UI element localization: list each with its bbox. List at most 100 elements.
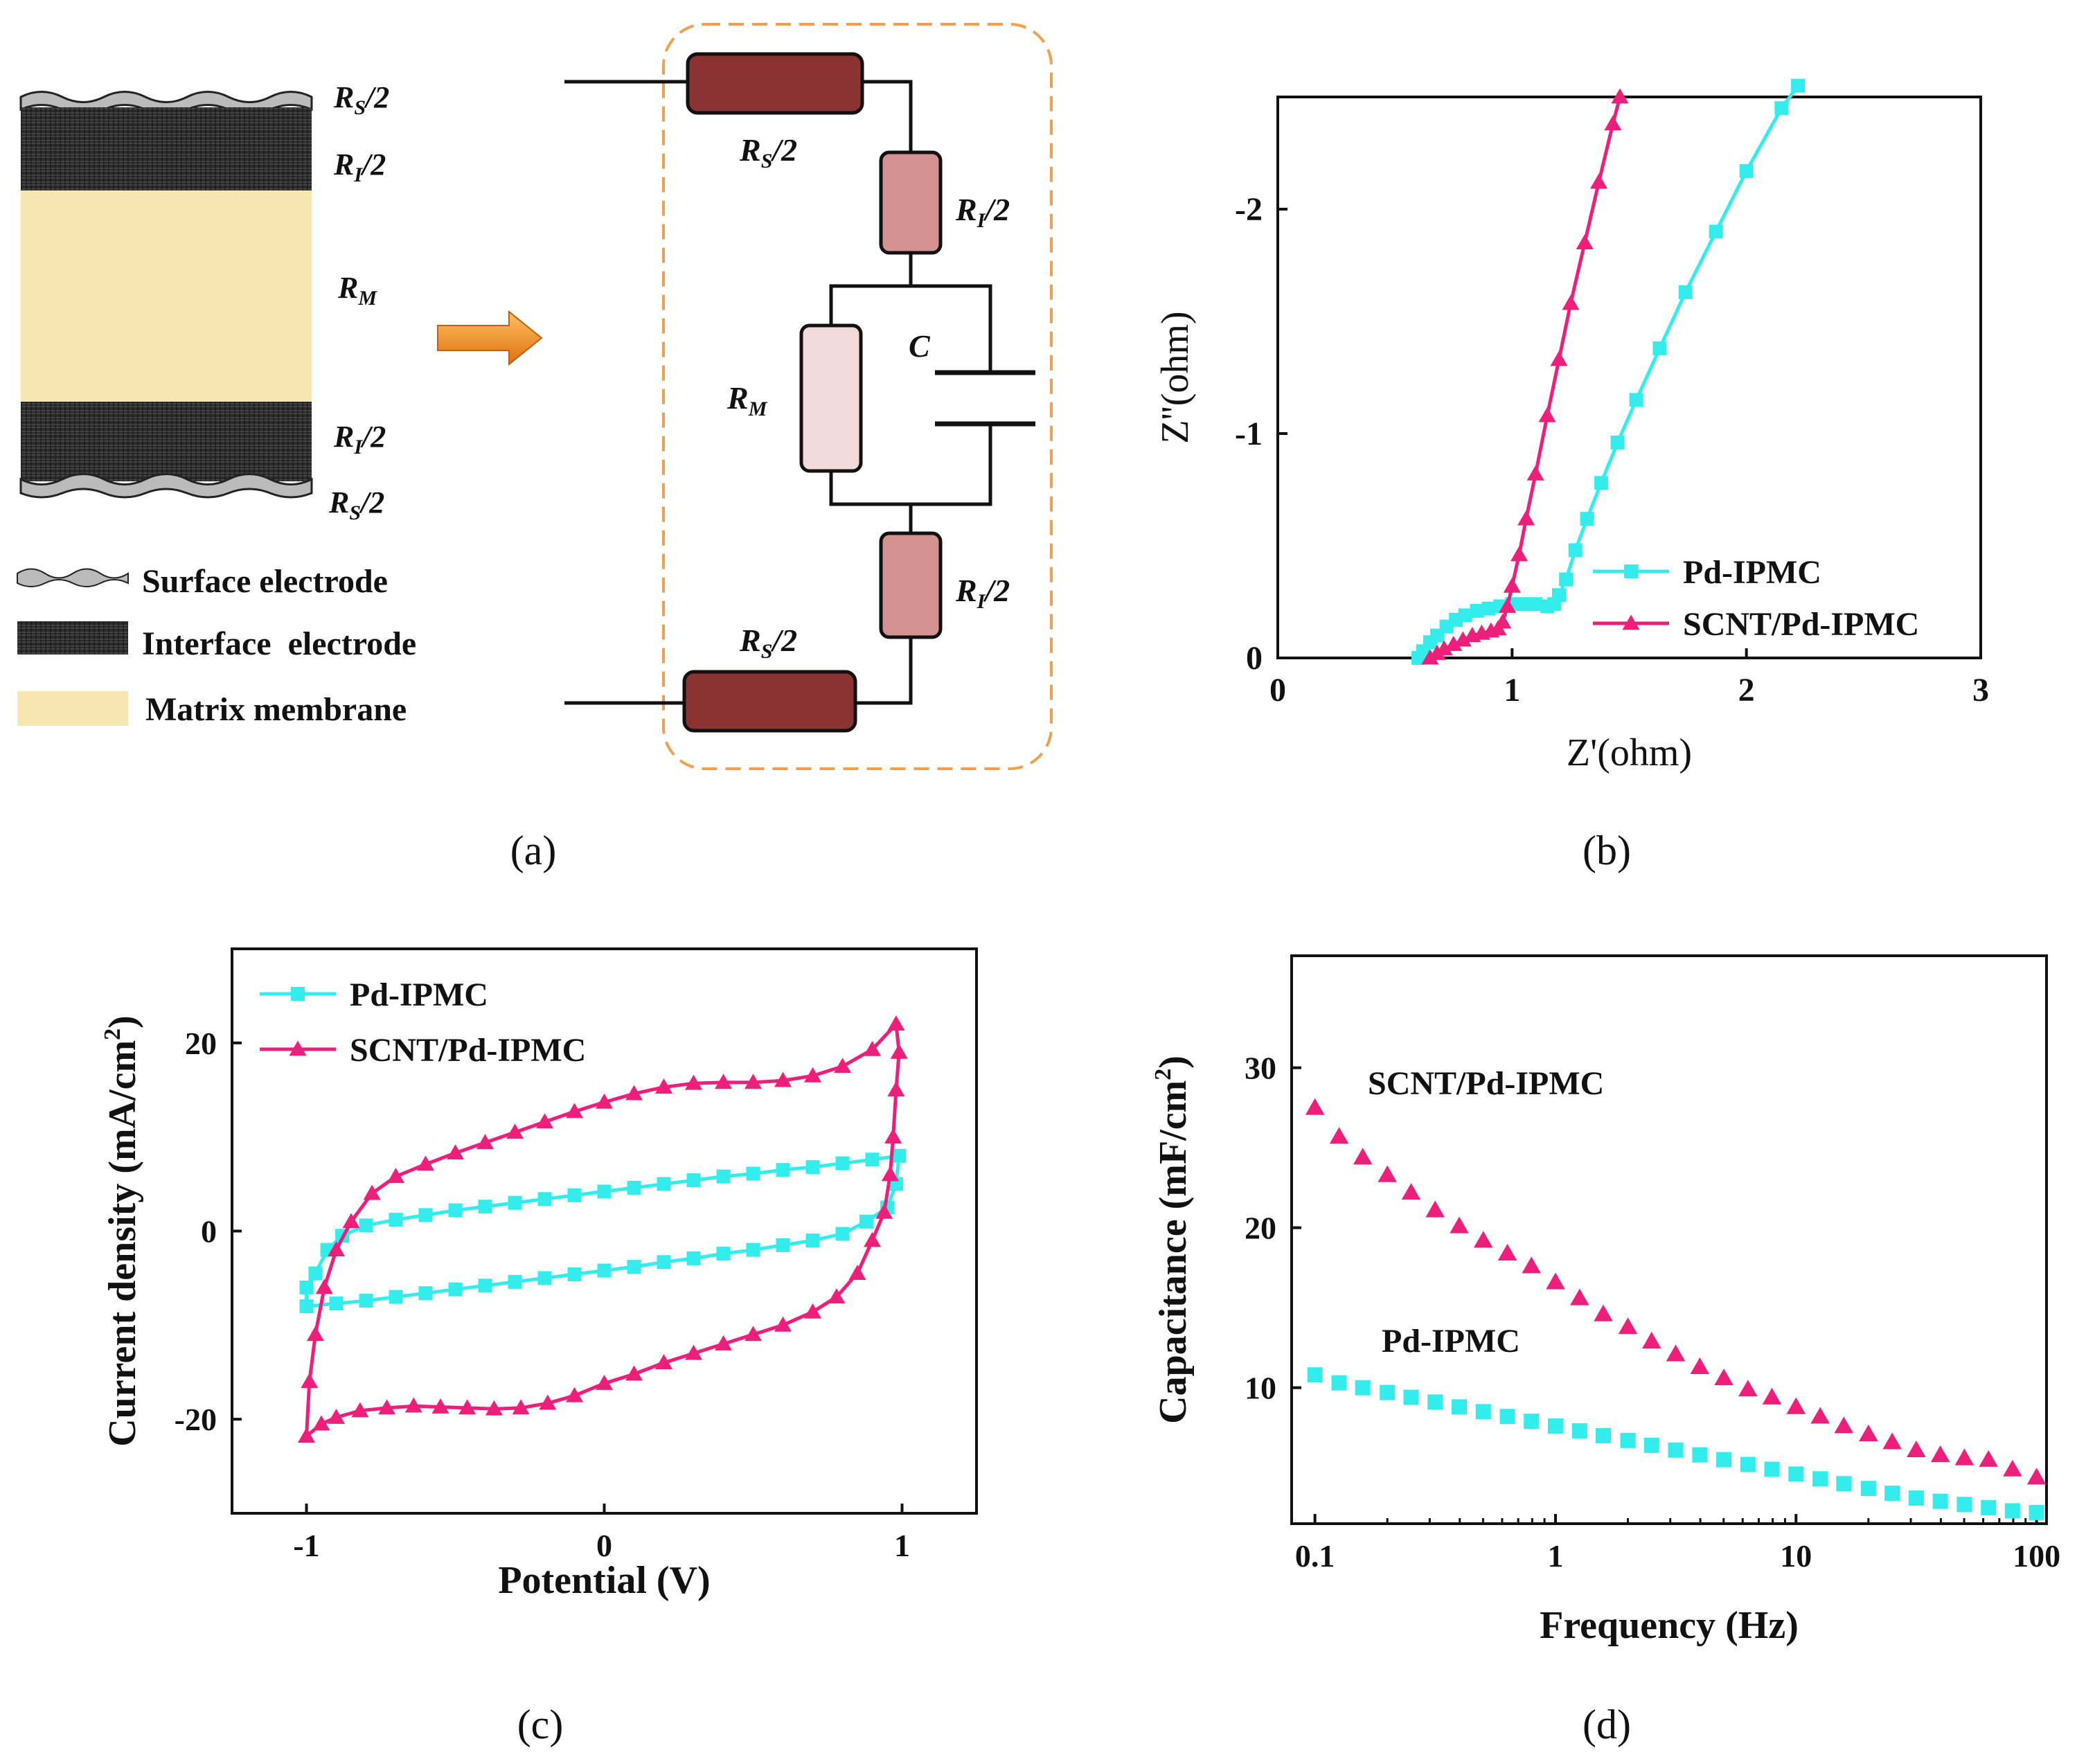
data-point [848,1265,866,1280]
data-point [2029,1504,2044,1520]
legend-marker [291,987,305,1001]
series-line [1429,96,1622,660]
data-point [1452,1399,1468,1415]
data-point [301,1373,319,1389]
data-point [597,1263,612,1278]
wire-top [862,80,913,152]
data-point [625,1365,643,1381]
data-point [1305,1098,1325,1115]
y-tick-label-b: -1 [1235,416,1263,452]
data-point [716,1169,731,1184]
circuit-label-ri-bottom: RI/2 [955,573,1010,613]
data-point [828,1288,846,1303]
data-point [746,1242,760,1257]
legend-marker [1624,564,1638,578]
wire-mid-bottom [829,422,992,533]
data-point [478,1279,492,1293]
label-ri-top: RI/2 [333,148,386,186]
data-point [1981,1499,1997,1515]
data-point [299,1299,314,1314]
wire-bottom [855,637,913,705]
right-arrow-icon [437,310,543,366]
data-point [1526,465,1544,481]
y-tick-label-c: -20 [175,1402,217,1437]
data-point [657,1255,671,1269]
data-point [378,1399,396,1415]
x-tick-label-b: 2 [1738,672,1755,709]
data-point [686,1173,701,1188]
x-tick-label-b: 0 [1269,672,1286,709]
y-axis-label-b: Z''(ohm) [1154,311,1197,443]
data-point [746,1166,760,1181]
y-tick-label-b: 0 [1246,640,1263,677]
data-point [657,1177,671,1191]
data-point [1307,1367,1323,1383]
data-point [512,1399,530,1415]
x-tick-label-c: 1 [894,1528,910,1563]
x-tick-label-c: 0 [596,1528,612,1563]
data-point [306,1326,324,1342]
data-point [776,1163,790,1177]
annotation-scnt-pd-ipmc: SCNT/Pd-IPMC [1368,1065,1604,1102]
x-tick-label-d: 0.1 [1295,1538,1335,1574]
data-point [884,1128,902,1144]
y-tick-label-d: 30 [1245,1051,1276,1086]
plot-frame-b [1276,96,1982,659]
data-point [447,1144,464,1160]
y-tick-label-b: -2 [1235,191,1263,228]
data-point [1571,1423,1587,1439]
data-point [1739,163,1754,178]
data-point [1538,407,1556,422]
data-point [1522,1256,1541,1274]
data-point [536,1113,553,1129]
data-point [1907,1440,1926,1458]
data-point [315,1279,333,1294]
data-point [1568,543,1583,558]
data-point [1643,1437,1659,1453]
data-point [1499,1409,1515,1425]
data-point [328,1408,345,1424]
data-point [1331,1375,1347,1391]
data-point [351,1402,369,1418]
data-point [566,1103,583,1119]
y-tick-label-c: 0 [201,1214,217,1249]
data-point [1427,1394,1443,1410]
data-point [1528,597,1543,612]
data-point [1812,1471,1828,1487]
data-point [448,1203,463,1218]
data-point [715,1335,732,1351]
data-point [625,1085,643,1101]
plot-frame-d [1290,954,2048,1525]
data-point [1475,1404,1491,1420]
data-point [1932,1493,1948,1509]
data-point [299,1281,314,1294]
y-tick-label-c: 20 [185,1026,217,1061]
data-point [537,1192,552,1206]
data-point [363,1184,381,1200]
data-point [1425,1200,1445,1218]
wire-mid-top [829,253,992,373]
data-point [1458,608,1472,623]
data-point [508,1195,522,1210]
legend-b: Pd-IPMC SCNT/Pd-IPMC [1593,554,1919,643]
x-tick-label-d: 100 [2013,1538,2060,1574]
series-c-pd-ipmc [299,1148,907,1314]
data-point [1618,1317,1638,1335]
legend-matrix-membrane: Matrix membrane [145,691,407,728]
label-rs-bottom: RS/2 [328,485,384,524]
data-point [1510,546,1528,562]
data-point [359,1218,373,1233]
data-point [1714,1369,1733,1386]
y-axis-label-d: Capacitance (mF/cm2) [1150,1055,1195,1424]
surface-electrode-swatch [17,568,129,587]
data-point [1604,115,1622,131]
panel-a-caption: (a) [510,828,557,873]
circuit-label-rs-top: RS/2 [739,132,797,172]
matrix-membrane [21,190,312,402]
resistor-rs-top [686,52,864,115]
data-point [328,1241,345,1257]
data-point [715,1073,732,1089]
data-point [1454,631,1472,647]
data-point [1956,1497,1972,1513]
x-tick-label-c: -1 [293,1528,319,1563]
